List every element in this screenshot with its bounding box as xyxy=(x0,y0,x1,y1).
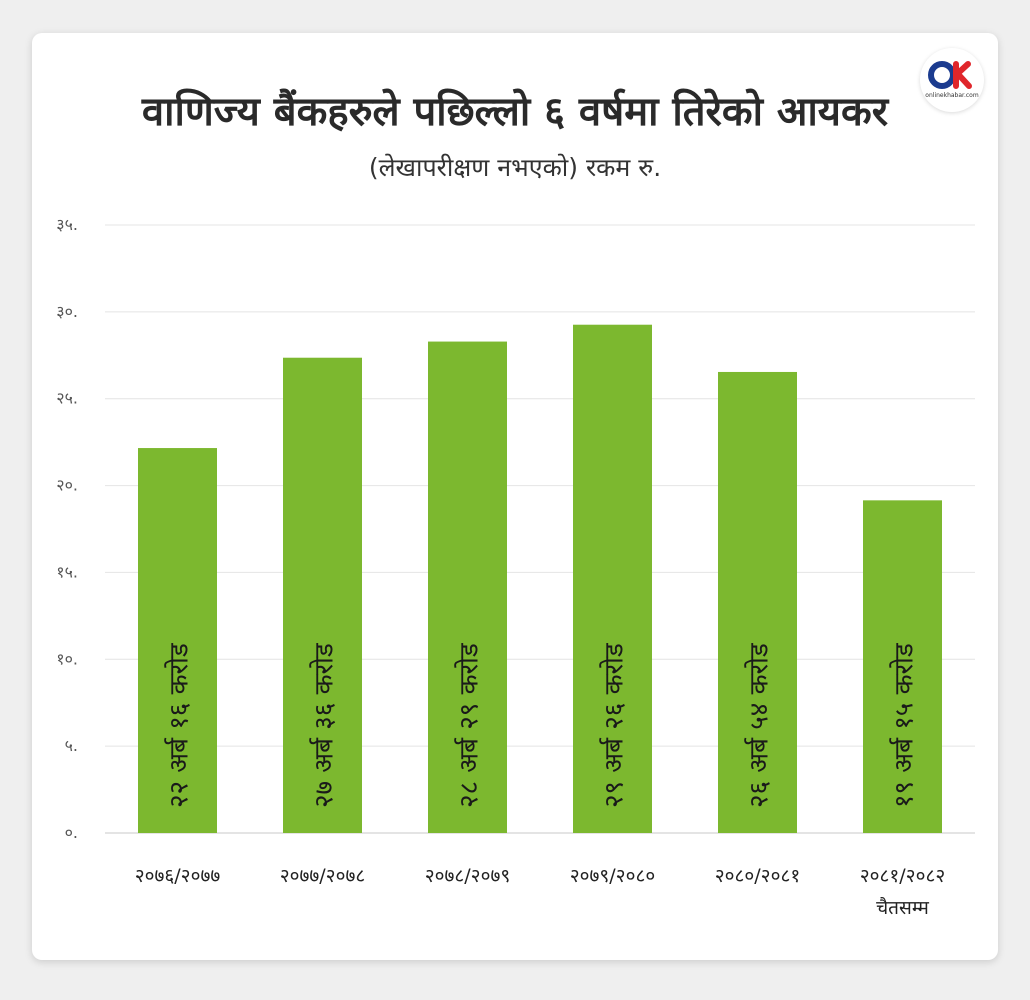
y-tick-label: ०. xyxy=(65,823,78,842)
chart-subtitle: (लेखापरीक्षण नभएको) रकम रु. xyxy=(368,153,662,182)
x-tick-label: २०७७/२०७८ xyxy=(280,865,365,887)
ok-logo-icon xyxy=(928,61,972,89)
bar xyxy=(138,448,217,833)
data-label: २७ अर्ब ३६ करोड xyxy=(309,642,340,808)
bar xyxy=(863,500,942,833)
bar xyxy=(283,357,362,833)
y-tick-label: २५. xyxy=(56,389,78,408)
data-label: २६ अर्ब ५४ करोड xyxy=(744,642,775,808)
data-label: २९ अर्ब २६ करोड xyxy=(599,642,630,808)
bar xyxy=(718,371,797,833)
bar xyxy=(428,341,507,833)
y-tick-label: ३०. xyxy=(56,302,78,321)
chart-title: वाणिज्य बैंकहरुले पछिल्लो ६ वर्षमा तिरेक… xyxy=(141,89,889,135)
bar xyxy=(573,324,652,833)
x-tick-sublabel: चैतसम्म xyxy=(876,896,929,919)
y-tick-label: ५. xyxy=(65,736,78,755)
x-tick-label: २०८१/२०८२ xyxy=(860,865,945,887)
x-tick-label: २०८०/२०८१ xyxy=(715,865,800,887)
logo-text: onlinekhabar.com xyxy=(925,92,979,99)
y-tick-label: ३५. xyxy=(56,215,78,234)
onlinekhabar-logo: onlinekhabar.com xyxy=(920,48,984,112)
y-tick-label: २०. xyxy=(56,476,78,495)
data-label: २८ अर्ब २९ करोड xyxy=(454,642,485,808)
data-label: १९ अर्ब १५ करोड xyxy=(889,642,920,808)
x-tick-label: २०७८/२०७९ xyxy=(425,865,510,887)
data-label: २२ अर्ब १६ करोड xyxy=(164,642,195,808)
y-tick-label: १०. xyxy=(56,649,78,668)
x-tick-label: २०७९/२०८० xyxy=(570,865,655,887)
y-tick-label: १५. xyxy=(56,562,78,581)
x-tick-label: २०७६/२०७७ xyxy=(135,865,221,887)
